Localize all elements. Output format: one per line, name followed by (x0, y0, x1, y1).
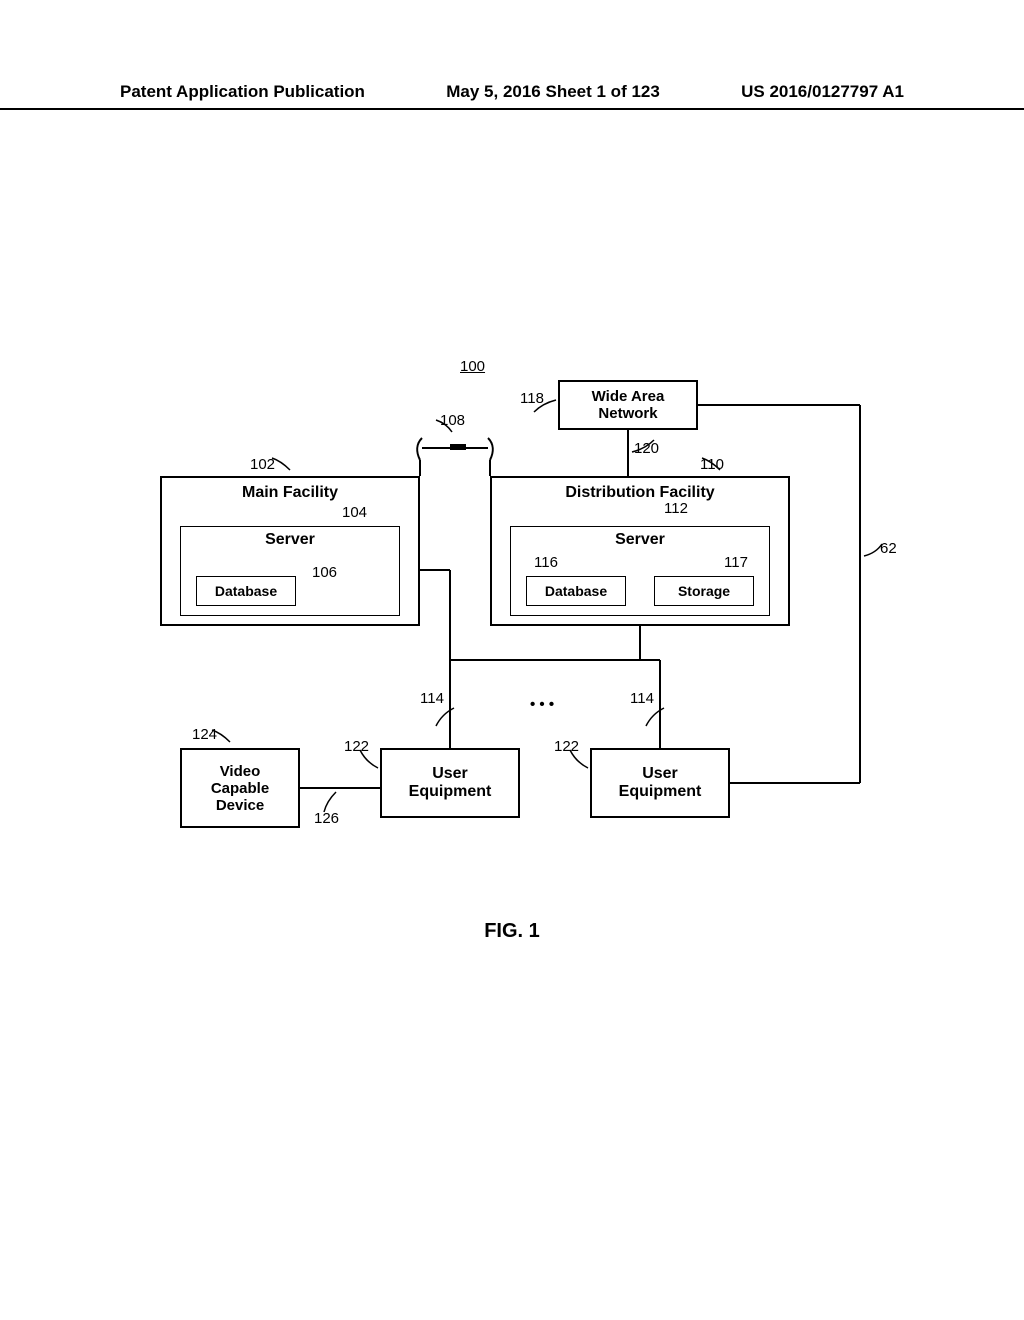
ue1-line1: User (432, 765, 468, 783)
dist-storage-title: Storage (678, 583, 730, 599)
ref-108: 108 (440, 412, 465, 429)
video-capable-device-box: Video Capable Device (180, 748, 300, 828)
ue2-line2: Equipment (619, 783, 702, 801)
patent-page: Patent Application Publication May 5, 20… (0, 0, 1024, 1320)
main-db-box: Database (196, 576, 296, 606)
ellipsis: • • • (530, 696, 554, 713)
ref-114-b: 114 (630, 690, 654, 707)
ref-106: 106 (312, 564, 337, 581)
wan-line2: Network (598, 405, 657, 422)
ref-124: 124 (192, 726, 217, 743)
figure-caption: FIG. 1 (0, 920, 1024, 943)
ref-114-a: 114 (420, 690, 444, 707)
ref-110: 110 (700, 456, 724, 473)
header-center: May 5, 2016 Sheet 1 of 123 (446, 82, 660, 102)
ref-118: 118 (520, 390, 544, 407)
wan-box: Wide Area Network (558, 380, 698, 430)
ref-100: 100 (460, 358, 485, 375)
ref-122-b: 122 (554, 738, 579, 755)
vcd-line3: Device (216, 797, 264, 814)
ue2-line1: User (642, 765, 678, 783)
ref-117: 117 (724, 554, 748, 571)
header-left: Patent Application Publication (120, 82, 365, 102)
wan-line1: Wide Area (592, 388, 665, 405)
main-facility-title: Main Facility (242, 484, 338, 502)
vcd-line2: Capable (211, 780, 269, 797)
ref-126: 126 (314, 810, 339, 827)
ref-104: 104 (342, 504, 367, 521)
page-header: Patent Application Publication May 5, 20… (0, 82, 1024, 110)
user-equipment-1-box: User Equipment (380, 748, 520, 818)
ue1-line2: Equipment (409, 783, 492, 801)
vcd-line1: Video (220, 763, 261, 780)
dist-db-title: Database (545, 583, 607, 599)
ref-112: 112 (664, 500, 688, 517)
dist-facility-title: Distribution Facility (565, 484, 714, 502)
header-right: US 2016/0127797 A1 (741, 82, 904, 102)
dist-server-title: Server (615, 531, 665, 549)
main-db-title: Database (215, 583, 277, 599)
main-server-title: Server (265, 531, 315, 549)
ref-116: 116 (534, 554, 558, 571)
ref-122-a: 122 (344, 738, 369, 755)
dist-storage-box: Storage (654, 576, 754, 606)
ref-102: 102 (250, 456, 275, 473)
diagram-connectors (120, 340, 904, 920)
dist-db-box: Database (526, 576, 626, 606)
ref-62: 62 (880, 540, 897, 557)
figure-1: 100 Wide Area Network 118 120 108 Main F… (120, 340, 904, 920)
user-equipment-2-box: User Equipment (590, 748, 730, 818)
ref-120: 120 (634, 440, 659, 457)
